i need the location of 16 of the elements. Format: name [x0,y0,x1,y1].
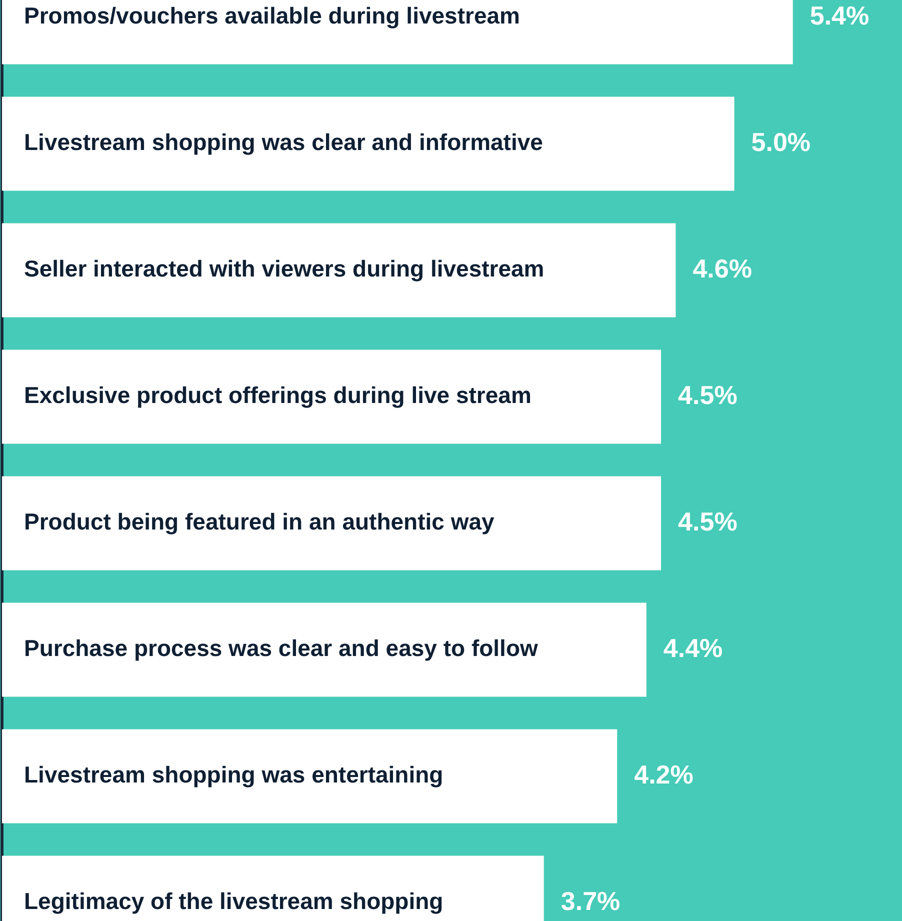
data-label: 4.5% [678,506,738,536]
y-tick-label: Livestream shopping was entertaining [24,762,444,788]
data-label: 4.4% [663,632,723,663]
y-tick-label: Legitimacy of the livestream shopping [24,888,444,914]
y-tick-label: Exclusive product offerings during live stream [24,382,532,408]
y-tick-label: Promos/vouchers available during livestream [24,2,520,29]
y-tick-label: Purchase process was clear and easy to follow [24,635,538,662]
data-label: 4.2% [634,759,694,790]
y-tick-label: Seller interacted with viewers during livestream [24,256,544,282]
data-label: 5.4% [810,0,870,30]
y-tick-label: Livestream shopping was clear and informative [24,129,543,156]
data-label: 5.0% [751,126,811,157]
data-label: 4.5% [678,380,738,410]
data-label: 3.7% [560,886,620,916]
y-tick-label: Product being featured in an authentic way [24,508,494,535]
data-label: 4.6% [692,253,752,284]
